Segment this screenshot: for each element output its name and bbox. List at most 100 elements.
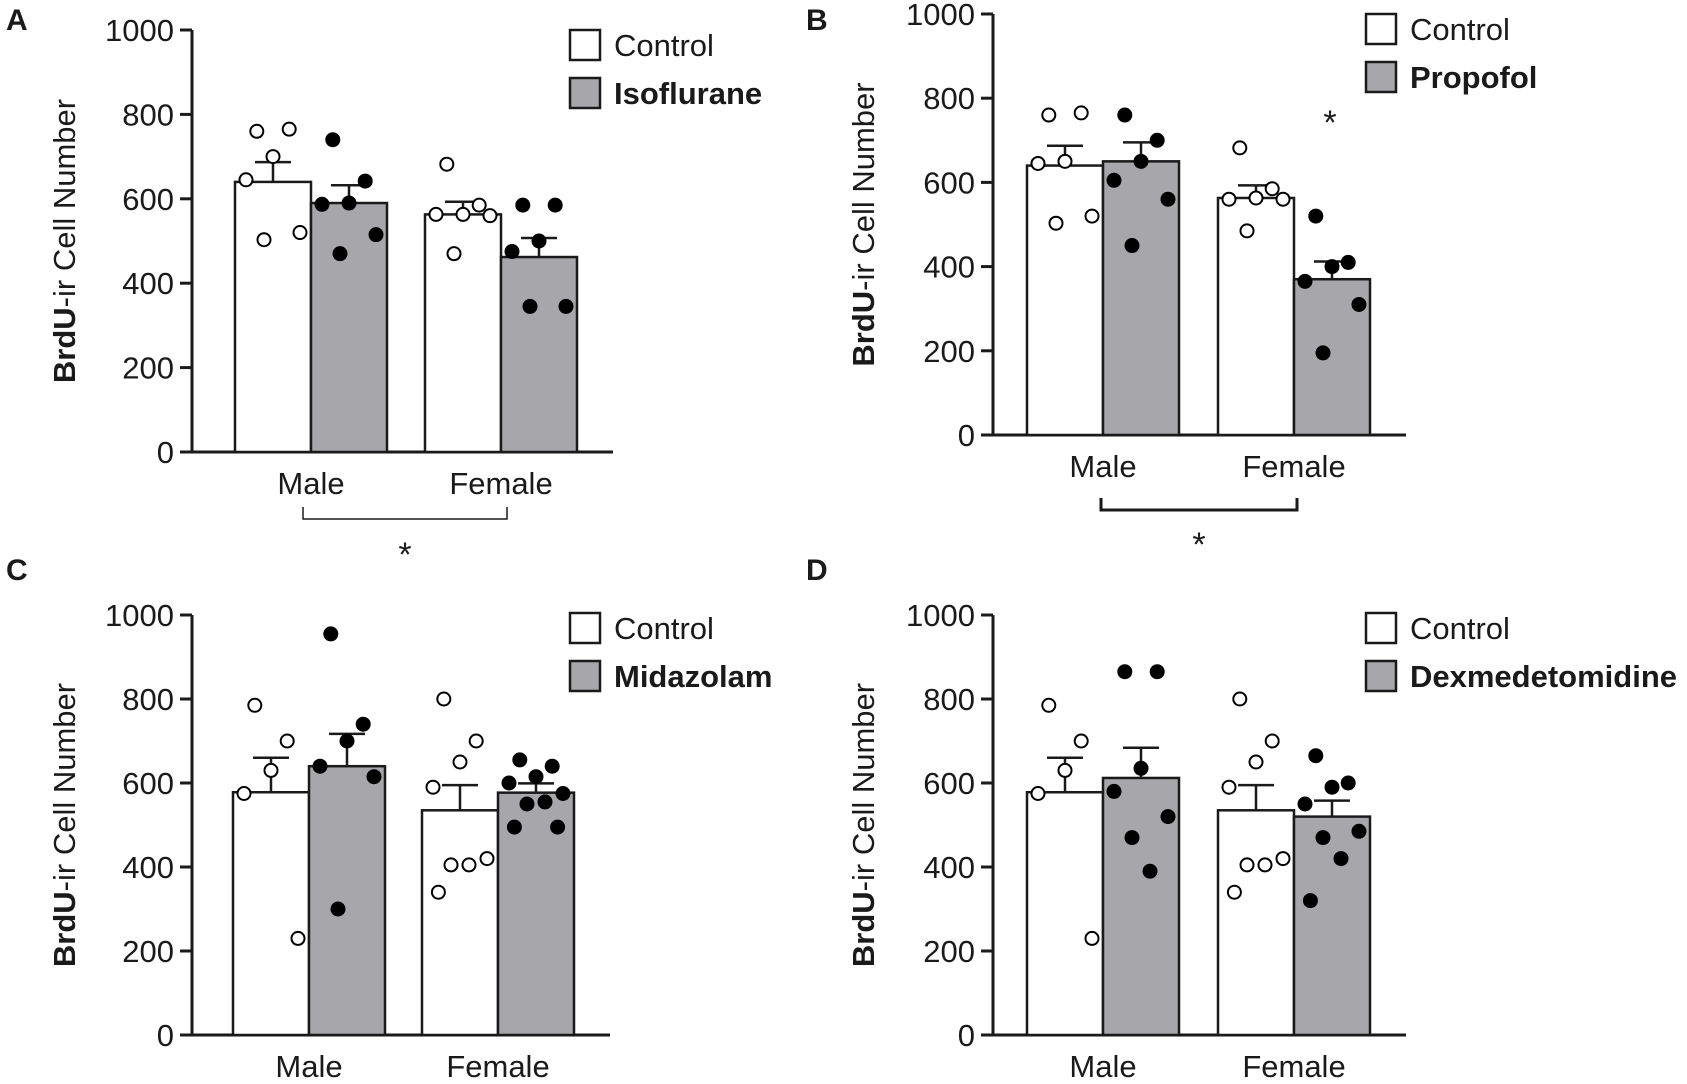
data-point [325, 132, 341, 148]
data-point [236, 786, 252, 801]
data-point [436, 691, 452, 707]
y-tick-label: 0 [157, 435, 174, 470]
data-point [1297, 273, 1313, 289]
panel-label: A [6, 4, 28, 37]
data-point [1124, 830, 1140, 846]
data-point [1106, 172, 1122, 188]
bar-treatment-female [499, 255, 579, 454]
bar-control-female [423, 213, 503, 454]
data-point [1142, 863, 1158, 879]
data-point [1030, 155, 1046, 171]
legend: Control Dexmedetomidine [1364, 611, 1677, 694]
category-label-female: Female [449, 466, 552, 501]
data-point [332, 246, 348, 262]
legend-label: Control [1410, 611, 1510, 646]
data-point [279, 733, 295, 749]
bar-control-male [231, 790, 311, 1037]
data-point [1106, 783, 1122, 799]
data-point [512, 752, 528, 768]
data-point [1257, 857, 1273, 873]
data-point [1315, 830, 1331, 846]
data-point [247, 697, 263, 713]
data-point [341, 195, 357, 211]
data-point [1041, 107, 1057, 123]
y-tick-label: 1000 [906, 598, 975, 633]
data-point [366, 769, 382, 785]
data-point [1232, 140, 1248, 156]
data-point [1351, 296, 1367, 312]
data-point [522, 298, 538, 314]
significance-star: * [1192, 526, 1205, 564]
y-axis-label-bold: BrdU [846, 891, 881, 967]
data-point [531, 233, 547, 249]
data-point [547, 197, 563, 213]
legend-label: Isoflurane [614, 76, 762, 111]
legend: Control Isoflurane [568, 28, 762, 111]
data-point [555, 786, 571, 801]
data-point [314, 196, 330, 212]
y-tick-label: 1000 [105, 13, 174, 48]
data-point [1117, 664, 1133, 680]
data-point [1221, 779, 1237, 795]
data-point [1340, 254, 1356, 270]
data-point [468, 733, 484, 749]
panel-label: B [806, 4, 828, 37]
y-axis-label-rest: -ir Cell Number [47, 683, 82, 891]
y-axis-label: BrdU-ir Cell Number [47, 99, 82, 383]
data-point [1308, 208, 1324, 224]
data-point [501, 775, 517, 791]
legend: Control Propofol [1364, 12, 1537, 95]
y-axis-label: BrdU-ir Cell Number [47, 683, 82, 967]
data-point [1248, 754, 1264, 770]
legend-label: Control [614, 28, 714, 63]
data-point [428, 206, 444, 222]
y-tick-label: 200 [122, 351, 174, 386]
legend-label: Control [614, 611, 714, 646]
data-point [1084, 930, 1100, 946]
category-label-male: Male [1069, 1049, 1136, 1084]
data-point [1239, 223, 1255, 239]
data-point [439, 156, 455, 172]
panel-label: D [806, 554, 828, 587]
data-point [238, 172, 254, 188]
data-point [1275, 191, 1291, 207]
legend-swatch [1364, 659, 1398, 693]
y-axis-label-rest: -ir Cell Number [47, 99, 82, 307]
legend: Control Midazolam [568, 611, 772, 694]
y-tick-label: 400 [923, 250, 975, 285]
y-tick-label: 600 [923, 766, 975, 801]
data-point [1030, 786, 1046, 801]
data-point [1221, 191, 1237, 207]
data-point [452, 754, 468, 770]
y-axis-label: BrdU-ir Cell Number [846, 683, 881, 967]
bar-control-female [420, 809, 500, 1037]
data-point [550, 819, 566, 835]
data-point [1297, 796, 1313, 812]
data-point [323, 626, 339, 642]
data-point [1308, 748, 1324, 764]
legend-label: Propofol [1410, 60, 1537, 95]
bar-treatment-male [309, 201, 389, 454]
data-point [357, 173, 373, 189]
data-point [544, 758, 560, 774]
legend-swatch [1364, 611, 1398, 645]
significance-bracket [1099, 498, 1299, 512]
data-point [515, 197, 531, 213]
data-point [443, 857, 459, 873]
y-tick-label: 0 [958, 1018, 975, 1053]
category-label-male: Male [277, 466, 344, 501]
y-axis-label: BrdU-ir Cell Number [846, 82, 881, 366]
data-point [537, 794, 553, 810]
legend-swatch [568, 611, 602, 645]
y-tick-label: 800 [923, 81, 975, 116]
panel-A: A BrdU-ir Cell Number 0 200 400 600 800 1000 Mal… [6, 4, 762, 574]
panel-label: C [6, 554, 28, 587]
y-tick-label: 200 [122, 934, 174, 969]
data-point [1041, 697, 1057, 713]
data-point [1057, 762, 1073, 778]
data-point [1073, 733, 1089, 749]
legend-label: Dexmedetomidine [1410, 659, 1677, 694]
data-point [1048, 215, 1064, 231]
y-tick-label: 400 [923, 850, 975, 885]
